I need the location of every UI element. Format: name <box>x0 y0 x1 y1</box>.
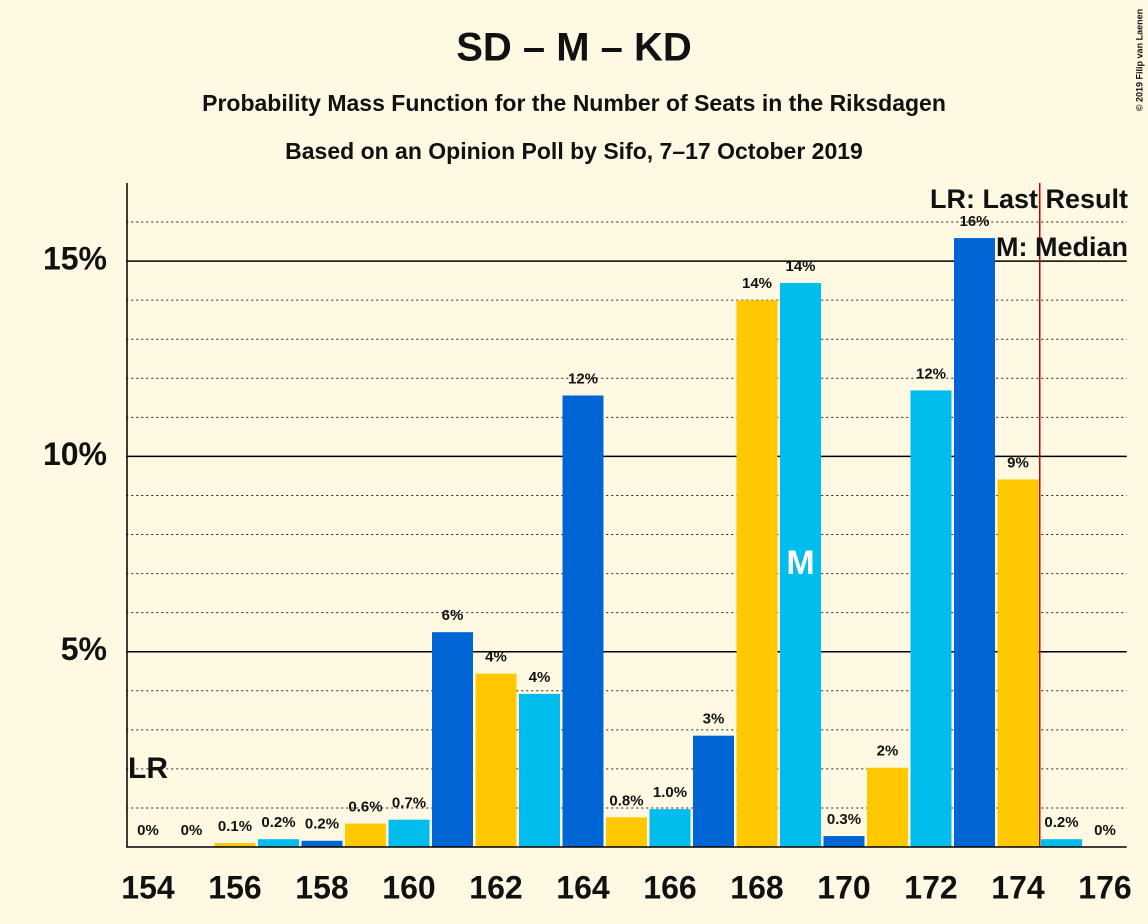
x-tick-label: 164 <box>556 869 610 905</box>
bar <box>867 767 908 847</box>
value-label: 4% <box>529 669 551 686</box>
x-tick-label: 168 <box>730 869 783 905</box>
bar <box>693 735 734 847</box>
x-tick-label: 158 <box>295 869 348 905</box>
bar <box>388 819 430 847</box>
legend-entry: M: Median <box>996 232 1128 262</box>
legend-entry: LR: Last Result <box>930 184 1128 214</box>
bar <box>1041 839 1082 847</box>
x-tick-label: 166 <box>643 869 696 905</box>
value-label: 3% <box>703 711 725 728</box>
x-tick-label: 170 <box>817 869 870 905</box>
value-label: 0% <box>137 822 159 839</box>
bar <box>214 843 256 847</box>
value-label: 9% <box>1007 454 1029 471</box>
value-label: 2% <box>877 743 899 760</box>
chart-subtitle: Based on an Opinion Poll by Sifo, 7–17 O… <box>285 138 863 164</box>
bar <box>562 395 604 847</box>
median-marker: M <box>786 544 814 582</box>
bar <box>475 673 517 847</box>
x-tick-label: 160 <box>382 869 435 905</box>
bar <box>649 809 691 847</box>
value-label: 6% <box>442 607 464 624</box>
last-result-marker: LR <box>128 752 168 785</box>
bar <box>301 840 343 847</box>
x-tick-label: 172 <box>904 869 957 905</box>
value-label: 16% <box>959 213 989 230</box>
bar <box>345 823 386 847</box>
bar <box>432 632 473 847</box>
bar <box>997 479 1039 847</box>
x-tick-label: 154 <box>121 869 175 905</box>
bar <box>823 836 865 847</box>
bar <box>954 238 995 847</box>
bar <box>519 693 560 847</box>
value-label: 0.2% <box>305 816 339 833</box>
value-label: 0% <box>1094 822 1116 839</box>
x-tick-label: 174 <box>991 869 1045 905</box>
value-label: 0.1% <box>218 818 252 835</box>
bar <box>606 817 647 847</box>
value-label: 0.2% <box>261 814 295 831</box>
bar <box>910 390 952 847</box>
value-label: 14% <box>742 275 772 292</box>
value-label: 12% <box>916 365 946 382</box>
y-tick-label: 15% <box>43 241 107 277</box>
x-tick-label: 162 <box>469 869 522 905</box>
value-label: 4% <box>485 649 507 666</box>
value-label: 0% <box>181 822 203 839</box>
y-tick-label: 10% <box>43 436 107 472</box>
chart-title: SD – M – KD <box>456 26 692 70</box>
x-tick-label: 156 <box>208 869 261 905</box>
value-label: 0.7% <box>392 795 426 812</box>
bar <box>258 839 299 847</box>
x-tick-label: 176 <box>1078 869 1131 905</box>
value-label: 0.2% <box>1044 814 1078 831</box>
value-label: 0.3% <box>827 811 861 828</box>
value-label: 12% <box>568 370 598 387</box>
value-label: 0.6% <box>348 799 382 816</box>
bar <box>736 300 778 847</box>
value-label: 0.8% <box>609 792 643 809</box>
value-label: 1.0% <box>653 784 687 801</box>
chart-subtitle: Probability Mass Function for the Number… <box>202 90 946 116</box>
value-label: 14% <box>785 258 815 275</box>
y-tick-label: 5% <box>61 631 107 667</box>
copyright: © 2019 Filip van Laenen <box>1134 9 1144 111</box>
bar <box>780 282 821 847</box>
